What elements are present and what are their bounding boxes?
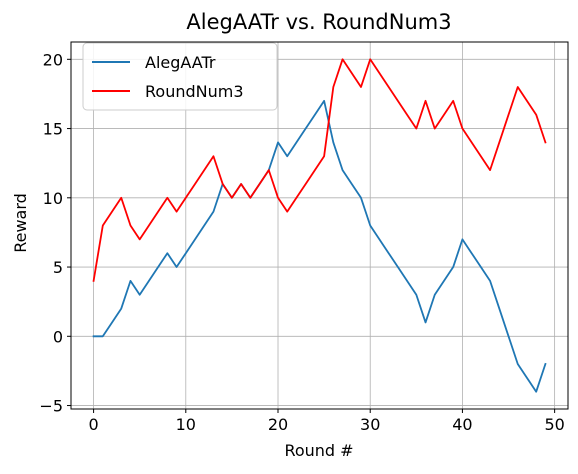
legend-label-roundnum3: RoundNum3 (145, 82, 244, 101)
y-tick-label: 15 (43, 120, 63, 139)
y-axis-label: Reward (11, 193, 30, 253)
x-tick-label: 40 (452, 415, 472, 434)
series-line-alegaatr (92, 99, 547, 393)
y-tick-label: 5 (53, 258, 63, 277)
legend-label-alegaatr: AlegAATr (145, 53, 216, 72)
x-tick-label: 30 (360, 415, 380, 434)
plot-frame (70, 41, 569, 410)
series-line-roundnum3 (92, 58, 547, 282)
x-tick-label: 50 (544, 415, 564, 434)
x-axis-label: Round # (284, 441, 353, 460)
y-tick-label: 10 (43, 189, 63, 208)
legend: AlegAATr RoundNum3 (82, 42, 278, 111)
x-tick-label: 0 (88, 415, 98, 434)
ticks: 0 10 20 30 40 50 −5 0 5 10 15 20 (39, 50, 564, 434)
grid (71, 42, 568, 409)
series-layer (92, 58, 547, 393)
y-tick-label: 0 (53, 327, 63, 346)
legend-box (82, 42, 278, 111)
chart-title: AlegAATr vs. RoundNum3 (186, 10, 451, 34)
x-tick-label: 10 (176, 415, 196, 434)
y-tick-label: −5 (39, 397, 63, 416)
x-tick-label: 20 (268, 415, 288, 434)
y-tick-label: 20 (43, 50, 63, 69)
